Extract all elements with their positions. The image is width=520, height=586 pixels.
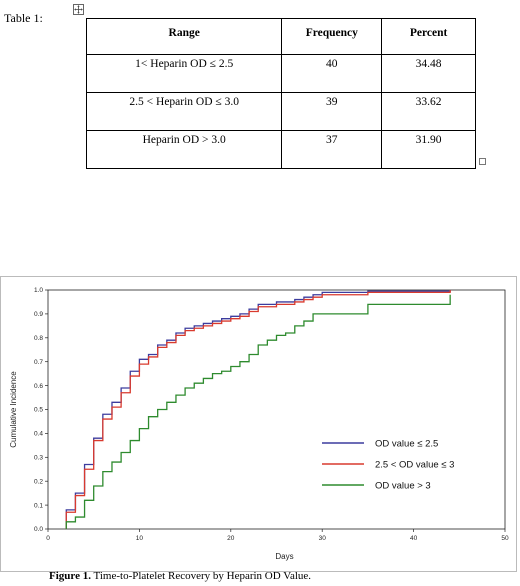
- y-axis-title: Cumulative Incidence: [9, 371, 18, 448]
- plot-area: [47, 289, 506, 530]
- cell-percent: 31.90: [381, 130, 476, 169]
- table-row: 1< Heparin OD ≤ 2.5 40 34.48: [85, 54, 476, 93]
- cell-range: Heparin OD > 3.0: [85, 130, 283, 169]
- cell-percent: 33.62: [381, 92, 476, 131]
- figure-caption-label: Figure 1.: [49, 570, 91, 582]
- y-tick-label: 0.3: [34, 455, 43, 462]
- y-tick-label: 0.0: [34, 526, 43, 533]
- x-tick-label: 30: [319, 535, 327, 542]
- chart-frame: [0, 276, 517, 572]
- cell-percent: 34.48: [381, 54, 476, 93]
- y-tick-label: 0.1: [34, 502, 43, 509]
- table-resize-handle[interactable]: [479, 158, 486, 165]
- header-percent: Percent: [381, 18, 476, 55]
- header-frequency: Frequency: [281, 18, 383, 55]
- table-row: 2.5 < Heparin OD ≤ 3.0 39 33.62: [85, 92, 476, 131]
- x-tick-label: 40: [410, 535, 418, 542]
- table-move-handle-icon[interactable]: [73, 4, 84, 15]
- y-tick-label: 0.2: [34, 478, 43, 485]
- header-range: Range: [85, 18, 283, 55]
- chart-container: 0.0 0.1 0.2 0.3 0.4 0.5 0.6 0.7 0.8 0.9 1.0 0 10 20 30…: [0, 276, 520, 572]
- legend-label-1: OD value ≤ 2.5: [375, 439, 438, 450]
- cell-frequency: 40: [281, 54, 383, 93]
- table-header-row: Range Frequency Percent: [85, 18, 476, 55]
- x-tick-label: 10: [136, 535, 144, 542]
- cell-frequency: 37: [281, 130, 383, 169]
- x-tick-label: 0: [46, 535, 50, 542]
- x-tick-label: 50: [501, 535, 509, 542]
- y-tick-label: 0.8: [34, 335, 43, 342]
- cell-frequency: 39: [281, 92, 383, 131]
- cell-range: 1< Heparin OD ≤ 2.5: [85, 54, 283, 93]
- x-axis-title: Days: [275, 552, 293, 561]
- y-tick-label: 0.6: [34, 383, 43, 390]
- figure-caption-text: Time-to-Platelet Recovery by Heparin OD …: [93, 570, 312, 582]
- legend-label-2: 2.5 < OD value ≤ 3: [375, 460, 454, 471]
- y-tick-label: 1.0: [34, 287, 43, 294]
- y-tick-label: 0.5: [34, 407, 43, 414]
- cell-range: 2.5 < Heparin OD ≤ 3.0: [85, 92, 283, 131]
- table-row: Heparin OD > 3.0 37 31.90: [85, 130, 476, 169]
- table-label: Table 1:: [4, 11, 43, 25]
- y-tick-label: 0.4: [34, 431, 43, 438]
- series-line-2: [65, 290, 451, 529]
- series-line-1: [65, 290, 451, 529]
- data-table: Range Frequency Percent 1< Heparin OD ≤ …: [85, 18, 476, 169]
- y-tick-label: 0.7: [34, 359, 43, 366]
- cumulative-incidence-chart: 0.0 0.1 0.2 0.3 0.4 0.5 0.6 0.7 0.8 0.9 1.0 0 10 20 30…: [0, 276, 517, 572]
- y-tick-label: 0.9: [34, 311, 43, 318]
- legend-label-3: OD value > 3: [375, 481, 431, 492]
- x-tick-label: 20: [227, 535, 235, 542]
- series-line-3: [65, 294, 451, 529]
- figure-caption: Figure 1. Time-to-Platelet Recovery by H…: [49, 570, 311, 582]
